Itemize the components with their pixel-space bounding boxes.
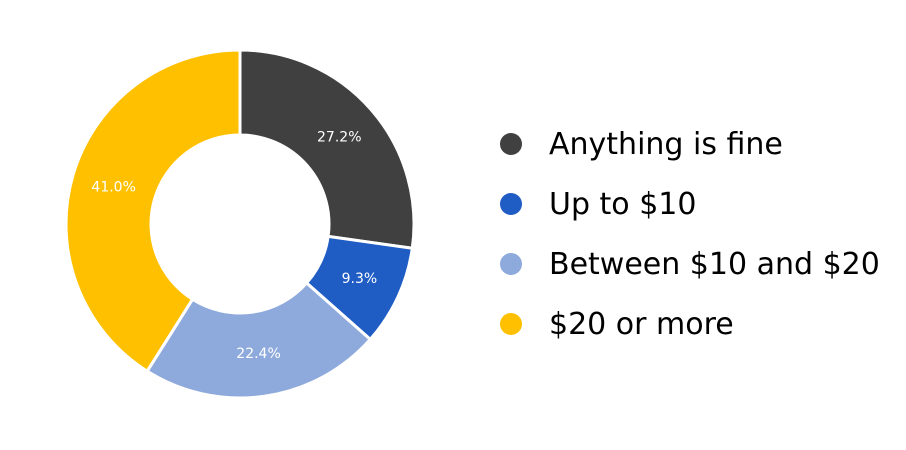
legend-marker [500,193,522,215]
legend: Anything is fine Up to $10 Between $10 a… [500,114,900,354]
legend-label: $20 or more [549,306,734,342]
donut-labels: 27.2% 9.3% 22.4% 41.0% [91,130,377,362]
legend-item-between-10-and-20: Between $10 and $20 [500,234,900,294]
donut-slices [64,48,416,400]
legend-item-up-to-10: Up to $10 [500,174,900,234]
legend-item-20-or-more: $20 or more [500,294,900,354]
data-label-2: 22.4% [236,346,280,362]
legend-marker [500,133,522,155]
legend-label: Anything is fine [549,126,783,162]
data-label-1: 9.3% [342,271,378,287]
data-label-0: 27.2% [317,130,361,146]
data-label-3: 41.0% [91,179,135,195]
legend-item-anything-is-fine: Anything is fine [500,114,900,174]
donut-slice-3 [64,48,242,374]
legend-label: Up to $10 [549,186,697,222]
donut-slice-0 [238,48,416,250]
legend-marker [500,313,522,335]
legend-marker [500,253,522,275]
legend-label: Between $10 and $20 [549,246,880,282]
donut-slice-2 [145,280,373,400]
